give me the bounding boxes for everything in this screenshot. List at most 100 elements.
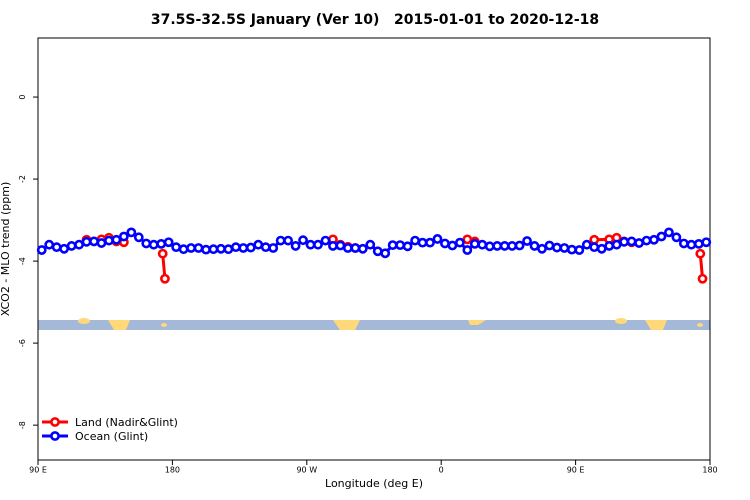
data-point bbox=[454, 237, 465, 248]
legend-swatch-point bbox=[50, 431, 60, 441]
legend-label: Land (Nadir&Glint) bbox=[75, 416, 178, 429]
y-tick-label: -6 bbox=[18, 339, 27, 347]
y-axis-label: XCO2 - MLO trend (ppm) bbox=[0, 182, 12, 317]
data-point bbox=[44, 239, 55, 250]
data-point bbox=[178, 244, 189, 255]
data-point bbox=[51, 242, 62, 253]
data-point bbox=[163, 237, 174, 248]
data-point bbox=[111, 234, 122, 245]
data-point bbox=[290, 241, 301, 251]
data-point bbox=[126, 227, 137, 238]
y-tick-label: -4 bbox=[18, 257, 27, 265]
data-point bbox=[141, 238, 152, 249]
land-patch bbox=[615, 318, 627, 324]
data-point bbox=[678, 238, 689, 249]
data-point bbox=[589, 242, 600, 253]
data-point bbox=[649, 234, 659, 245]
data-point bbox=[160, 273, 170, 284]
data-point bbox=[186, 243, 196, 253]
data-point bbox=[559, 243, 570, 253]
land-patch bbox=[645, 320, 667, 330]
land-patch bbox=[333, 320, 360, 330]
x-tick-label: 0 bbox=[439, 466, 444, 475]
data-point bbox=[171, 242, 182, 253]
x-tick-label: 180 bbox=[702, 466, 717, 475]
data-point bbox=[320, 235, 331, 246]
data-point bbox=[59, 243, 70, 254]
data-point bbox=[492, 241, 503, 251]
data-point bbox=[462, 245, 473, 255]
data-point bbox=[342, 243, 353, 253]
data-point bbox=[664, 227, 674, 238]
data-point bbox=[104, 235, 114, 246]
y-tick-label: 0 bbox=[18, 95, 27, 100]
data-point bbox=[201, 244, 211, 255]
data-point bbox=[298, 235, 308, 246]
data-point bbox=[156, 238, 167, 249]
data-point bbox=[417, 237, 428, 248]
data-point bbox=[697, 273, 708, 284]
data-point bbox=[372, 246, 383, 257]
data-point bbox=[544, 240, 555, 251]
y-tick-label: -2 bbox=[18, 175, 27, 183]
data-point bbox=[133, 232, 144, 243]
data-point bbox=[537, 243, 547, 254]
data-point bbox=[611, 239, 622, 250]
data-point bbox=[641, 235, 652, 246]
map-strip bbox=[38, 318, 710, 330]
data-point bbox=[275, 235, 286, 246]
data-point bbox=[387, 240, 398, 251]
land-patch bbox=[108, 320, 130, 330]
y-tick-label: -8 bbox=[18, 421, 27, 429]
data-point bbox=[380, 248, 391, 259]
data-point bbox=[484, 241, 495, 252]
data-point bbox=[81, 236, 92, 247]
series bbox=[36, 227, 712, 259]
data-point bbox=[447, 240, 458, 251]
data-point bbox=[402, 241, 413, 252]
data-point bbox=[693, 238, 704, 249]
ocean-strip bbox=[38, 320, 710, 330]
data-point bbox=[596, 243, 607, 254]
x-tick-label: 90 E bbox=[29, 466, 47, 475]
data-point bbox=[634, 238, 644, 248]
x-tick-label: 90 W bbox=[296, 466, 317, 475]
data-point bbox=[440, 238, 450, 249]
data-point bbox=[157, 248, 168, 259]
x-axis-label: Longitude (deg E) bbox=[325, 477, 423, 490]
data-point bbox=[365, 239, 376, 250]
data-point bbox=[477, 239, 488, 250]
data-point bbox=[148, 239, 159, 250]
data-point bbox=[238, 243, 249, 253]
data-point bbox=[89, 236, 99, 247]
data-point bbox=[425, 237, 435, 248]
data-point bbox=[74, 239, 84, 250]
data-point bbox=[96, 238, 107, 248]
data-point bbox=[335, 240, 346, 251]
data-point bbox=[118, 231, 129, 242]
data-point bbox=[432, 234, 443, 244]
land-patch bbox=[697, 323, 703, 327]
data-point bbox=[208, 244, 219, 255]
data-point bbox=[193, 243, 204, 253]
data-point bbox=[410, 235, 420, 246]
data-point bbox=[36, 245, 47, 255]
data-point bbox=[604, 241, 615, 251]
data-point bbox=[701, 237, 712, 248]
data-point bbox=[529, 241, 540, 251]
data-point bbox=[313, 239, 323, 250]
land-patch bbox=[161, 323, 167, 327]
data-point bbox=[656, 231, 667, 242]
data-point bbox=[283, 235, 294, 246]
data-point bbox=[686, 239, 697, 250]
chart-title: 37.5S-32.5S January (Ver 10) 2015-01-01 … bbox=[151, 12, 599, 28]
data-point bbox=[245, 242, 256, 253]
data-point bbox=[695, 248, 706, 259]
data-point bbox=[499, 241, 510, 251]
data-point bbox=[552, 242, 562, 253]
data-point bbox=[507, 241, 518, 251]
data-point bbox=[253, 239, 264, 250]
data-point bbox=[522, 236, 532, 246]
